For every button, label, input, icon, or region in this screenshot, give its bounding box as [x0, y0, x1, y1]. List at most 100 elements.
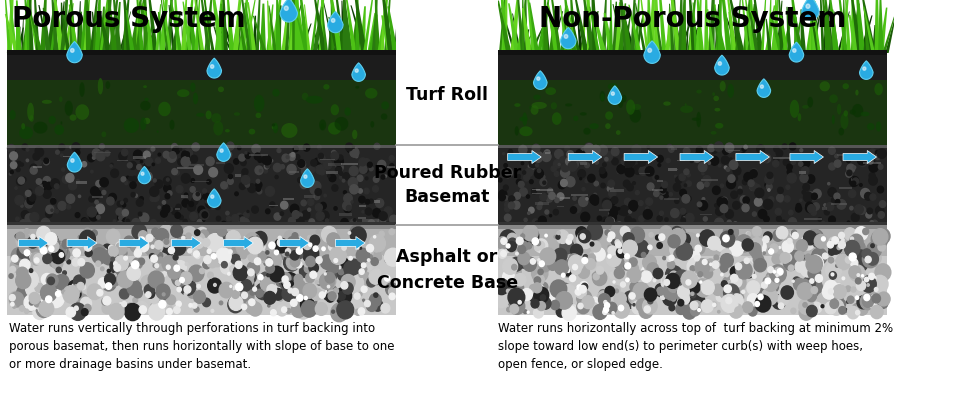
Polygon shape	[222, 0, 228, 53]
Circle shape	[105, 274, 115, 285]
Circle shape	[705, 259, 716, 271]
Circle shape	[702, 198, 705, 200]
Circle shape	[730, 158, 732, 161]
Circle shape	[780, 253, 790, 263]
Polygon shape	[352, 130, 357, 139]
Bar	[498, 222, 887, 225]
Circle shape	[75, 213, 80, 217]
Circle shape	[690, 306, 700, 316]
Circle shape	[170, 151, 176, 158]
Circle shape	[44, 158, 49, 163]
Polygon shape	[521, 0, 524, 53]
Bar	[8, 225, 396, 229]
Circle shape	[344, 205, 350, 213]
Polygon shape	[140, 117, 147, 130]
Circle shape	[174, 307, 180, 313]
Circle shape	[582, 258, 588, 264]
Circle shape	[70, 49, 74, 52]
Polygon shape	[334, 117, 348, 131]
Circle shape	[124, 303, 136, 316]
Polygon shape	[714, 108, 720, 111]
Circle shape	[617, 165, 625, 174]
Circle shape	[25, 193, 30, 198]
Circle shape	[373, 176, 379, 182]
Circle shape	[12, 156, 14, 159]
Polygon shape	[355, 86, 359, 89]
Circle shape	[674, 249, 682, 258]
Polygon shape	[876, 122, 881, 132]
Polygon shape	[519, 126, 533, 136]
Circle shape	[187, 288, 197, 298]
Polygon shape	[843, 83, 849, 89]
Circle shape	[370, 295, 374, 301]
Polygon shape	[647, 0, 653, 53]
Circle shape	[229, 296, 243, 310]
Circle shape	[716, 207, 724, 215]
Circle shape	[162, 239, 170, 247]
Polygon shape	[714, 55, 730, 75]
Polygon shape	[228, 12, 234, 53]
Circle shape	[544, 150, 550, 156]
Circle shape	[144, 163, 150, 170]
Circle shape	[294, 260, 298, 264]
Circle shape	[851, 237, 853, 241]
Circle shape	[156, 228, 169, 243]
Circle shape	[682, 213, 690, 222]
Circle shape	[148, 271, 164, 288]
Polygon shape	[688, 0, 697, 53]
Circle shape	[857, 296, 869, 309]
Circle shape	[40, 247, 47, 254]
Circle shape	[33, 305, 47, 320]
Polygon shape	[207, 189, 221, 207]
Circle shape	[681, 218, 685, 223]
Polygon shape	[545, 87, 556, 95]
Circle shape	[699, 200, 708, 210]
Circle shape	[608, 246, 616, 255]
Circle shape	[855, 278, 861, 284]
Circle shape	[121, 275, 130, 285]
Circle shape	[84, 305, 91, 312]
Circle shape	[177, 287, 181, 292]
Circle shape	[503, 153, 505, 155]
Circle shape	[834, 193, 840, 200]
Circle shape	[40, 284, 57, 302]
Circle shape	[242, 175, 250, 184]
Circle shape	[314, 158, 321, 165]
Circle shape	[570, 207, 577, 213]
Polygon shape	[77, 16, 81, 53]
Polygon shape	[29, 8, 43, 53]
Circle shape	[577, 300, 589, 314]
Polygon shape	[189, 13, 198, 53]
Circle shape	[242, 168, 248, 175]
Circle shape	[846, 171, 852, 177]
Circle shape	[306, 306, 316, 316]
Polygon shape	[134, 0, 146, 53]
Circle shape	[271, 160, 273, 162]
Circle shape	[655, 175, 659, 179]
Circle shape	[52, 241, 67, 259]
Circle shape	[566, 269, 570, 273]
Circle shape	[381, 303, 390, 313]
Circle shape	[190, 212, 198, 220]
Circle shape	[564, 146, 569, 151]
Circle shape	[316, 230, 320, 234]
Circle shape	[181, 157, 190, 167]
Polygon shape	[350, 5, 367, 53]
Circle shape	[57, 289, 67, 300]
Circle shape	[341, 219, 348, 226]
Circle shape	[569, 152, 577, 160]
Circle shape	[742, 239, 754, 251]
Circle shape	[846, 286, 851, 292]
Circle shape	[625, 167, 634, 177]
Circle shape	[338, 292, 345, 298]
Circle shape	[721, 249, 732, 260]
Polygon shape	[743, 24, 756, 53]
Circle shape	[207, 249, 211, 254]
Circle shape	[312, 181, 321, 191]
Circle shape	[551, 166, 556, 171]
Circle shape	[791, 308, 796, 313]
Polygon shape	[636, 3, 646, 53]
Circle shape	[695, 279, 710, 296]
Circle shape	[189, 304, 192, 307]
Circle shape	[348, 232, 350, 234]
